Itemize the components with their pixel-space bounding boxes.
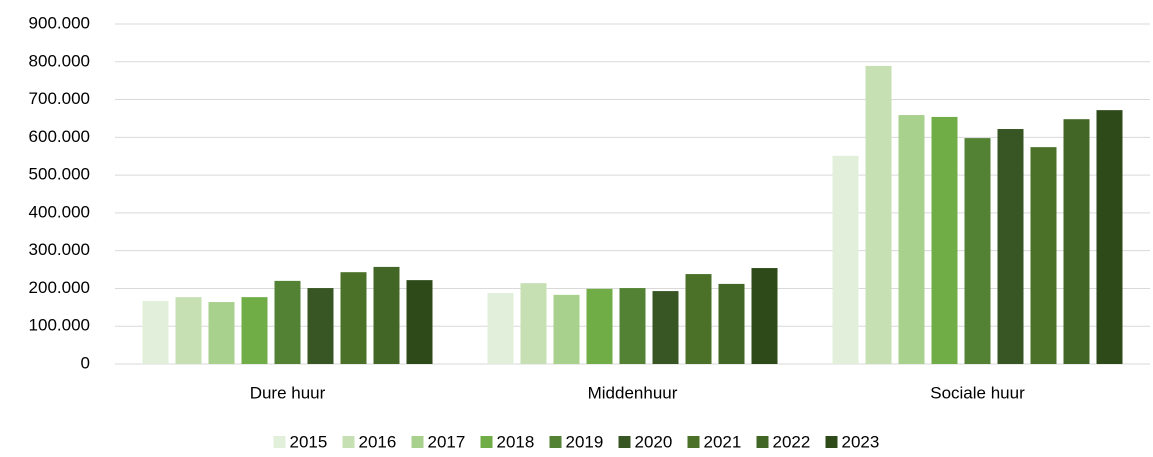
bar xyxy=(406,280,433,364)
legend-label: 2019 xyxy=(566,432,604,451)
bar xyxy=(208,302,235,364)
bar xyxy=(652,291,679,364)
legend-swatch xyxy=(273,436,286,448)
bar xyxy=(307,288,334,364)
legend-label: 2023 xyxy=(842,432,880,451)
bar xyxy=(175,297,202,364)
legend-label: 2016 xyxy=(359,432,397,451)
legend-swatch xyxy=(342,436,355,448)
y-tick-label: 0 xyxy=(81,353,90,372)
y-tick-label: 500.000 xyxy=(29,165,90,184)
y-tick-label: 400.000 xyxy=(29,202,90,221)
bar xyxy=(931,116,958,364)
y-tick-label: 800.000 xyxy=(29,51,90,70)
legend-label: 2015 xyxy=(290,432,328,451)
y-tick-label: 600.000 xyxy=(29,127,90,146)
bar xyxy=(274,280,301,364)
bar xyxy=(553,294,580,364)
x-tick-label: Dure huur xyxy=(250,383,326,402)
legend-swatch xyxy=(549,436,562,448)
bar xyxy=(241,297,268,364)
bar xyxy=(373,266,400,364)
y-tick-label: 200.000 xyxy=(29,278,90,297)
bar xyxy=(1096,110,1123,364)
bar xyxy=(898,115,925,365)
bar xyxy=(751,268,778,364)
legend-label: 2020 xyxy=(635,432,673,451)
legend-swatch xyxy=(480,436,493,448)
bar xyxy=(1063,119,1090,364)
y-tick-label: 300.000 xyxy=(29,240,90,259)
bar xyxy=(718,283,745,364)
legend-swatch xyxy=(411,436,424,448)
bar xyxy=(619,288,646,364)
bar xyxy=(142,300,169,364)
bar xyxy=(520,283,547,364)
y-tick-label: 100.000 xyxy=(29,316,90,335)
legend-label: 2022 xyxy=(773,432,811,451)
bar xyxy=(964,138,991,364)
legend-label: 2018 xyxy=(497,432,535,451)
x-tick-label: Sociale huur xyxy=(930,383,1025,402)
bar xyxy=(340,272,367,364)
x-tick-label: Middenhuur xyxy=(588,383,678,402)
bar xyxy=(586,288,613,364)
legend-label: 2021 xyxy=(704,432,742,451)
y-tick-label: 700.000 xyxy=(29,89,90,108)
bar xyxy=(832,155,859,364)
legend-swatch xyxy=(756,436,769,448)
legend-label: 2017 xyxy=(428,432,466,451)
legend-swatch xyxy=(618,436,631,448)
bar xyxy=(487,292,514,364)
bar xyxy=(685,274,712,364)
bar xyxy=(1030,147,1057,364)
bar xyxy=(997,129,1024,364)
legend-swatch xyxy=(687,436,700,448)
bar xyxy=(865,65,892,364)
legend-swatch xyxy=(825,436,838,448)
y-tick-label: 900.000 xyxy=(29,13,90,32)
